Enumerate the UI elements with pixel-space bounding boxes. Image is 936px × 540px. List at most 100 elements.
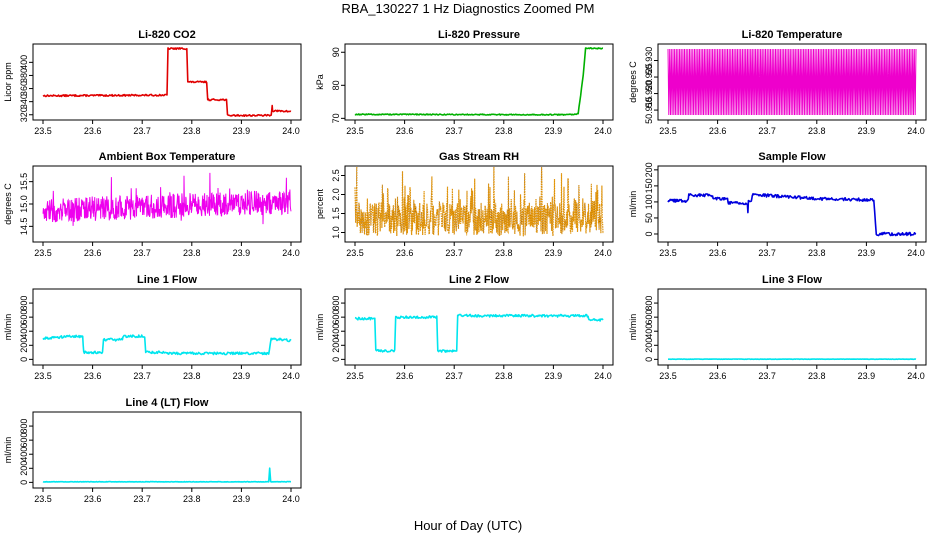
y-axis-label: ml/min	[3, 437, 13, 464]
data-series-line	[354, 313, 604, 353]
x-tick-label: 23.5	[346, 371, 364, 381]
x-tick-label: 24.0	[907, 248, 925, 258]
y-tick-label: 380	[19, 68, 29, 83]
x-tick-label: 24.0	[594, 371, 612, 381]
x-tick-label: 24.0	[594, 248, 612, 258]
y-tick-label: 800	[644, 296, 654, 311]
panel-title: Ambient Box Temperature	[99, 151, 236, 163]
y-tick-label: 1.0	[331, 226, 341, 239]
panel-8: Line 2 Flow 23.5 23.6 23.7 23.8 23.9 24.0 0 2004…	[315, 274, 614, 381]
y-tick-label: 200	[331, 338, 341, 353]
y-axis-label: ml/min	[3, 314, 13, 341]
x-tick-label: 23.6	[84, 371, 102, 381]
y-axis-label: ml/min	[628, 191, 638, 218]
data-series-points	[354, 167, 604, 237]
x-tick-label: 24.0	[282, 126, 300, 136]
y-tick-label: 400	[331, 324, 341, 339]
panel-9: Line 3 Flow 23.5 23.6 23.7 23.8 23.9 24.0 0 2004…	[628, 274, 927, 381]
x-tick-label: 23.6	[709, 371, 727, 381]
x-tick-label: 23.7	[445, 126, 463, 136]
data-series-line	[42, 334, 292, 356]
y-tick-label: 0	[19, 480, 29, 485]
plot-frame	[32, 411, 302, 489]
x-tick-label: 23.5	[346, 126, 364, 136]
plot-frame	[344, 288, 614, 366]
x-tick-label: 23.9	[858, 126, 876, 136]
y-tick-label: 14.5	[19, 218, 29, 236]
panel-7: Line 1 Flow 23.5 23.6 23.7 23.8 23.9 24.0 0 2004…	[3, 274, 302, 381]
x-tick-label: 23.5	[34, 248, 52, 258]
y-tick-label: 200	[19, 338, 29, 353]
panel-title: Line 1 Flow	[137, 274, 197, 286]
y-tick-label: 200	[644, 162, 654, 177]
panel-title: Gas Stream RH	[439, 151, 519, 163]
y-tick-label: 340	[19, 94, 29, 109]
y-tick-label: 400	[644, 324, 654, 339]
x-tick-label: 23.8	[495, 248, 513, 258]
series-group	[42, 467, 292, 483]
series-group	[42, 47, 292, 117]
x-tick-label: 24.0	[907, 371, 925, 381]
panel-3: Li-820 Temperature 23.5 23.6 23.7 23.8 23.9 24…	[628, 29, 927, 136]
series-group	[667, 48, 917, 116]
y-tick-label: 600	[644, 310, 654, 325]
x-tick-label: 23.8	[808, 248, 826, 258]
plot-frame	[657, 165, 927, 243]
y-tick-label: 150	[644, 178, 654, 193]
x-tick-label: 23.8	[808, 371, 826, 381]
x-tick-label: 23.9	[545, 126, 563, 136]
y-tick-label: 400	[19, 324, 29, 339]
y-tick-label: 360	[19, 81, 29, 96]
plot-frame	[657, 43, 927, 121]
y-tick-label: 70	[331, 113, 341, 123]
y-axis-label: Licor ppm	[3, 62, 13, 102]
data-series-line	[667, 48, 917, 116]
x-tick-label: 23.9	[233, 126, 251, 136]
x-tick-label: 23.7	[133, 248, 151, 258]
x-tick-label: 23.9	[858, 371, 876, 381]
panel-title: Line 3 Flow	[762, 274, 822, 286]
panel-10: Line 4 (LT) Flow 23.5 23.6 23.7 23.8 23.9 24.0…	[3, 397, 302, 504]
y-tick-label: 50	[644, 213, 654, 223]
x-tick-label: 23.6	[84, 494, 102, 504]
y-tick-label: 400	[19, 447, 29, 462]
panel-title: Li-820 CO2	[138, 29, 195, 41]
data-series-line	[42, 47, 292, 117]
y-tick-label: 15.5	[19, 173, 29, 191]
panel-4: Ambient Box Temperature 23.5 23.6 23.7 23.8 2…	[3, 151, 302, 258]
x-tick-label: 23.6	[84, 248, 102, 258]
panel-title: Line 4 (LT) Flow	[126, 397, 209, 409]
y-tick-label: 2.5	[331, 169, 341, 182]
y-tick-label: 800	[331, 296, 341, 311]
series-group	[667, 192, 917, 237]
series-group	[42, 334, 292, 356]
x-tick-label: 24.0	[594, 126, 612, 136]
y-tick-label: 80	[331, 80, 341, 90]
x-tick-label: 23.8	[808, 126, 826, 136]
x-tick-label: 23.5	[34, 494, 52, 504]
x-tick-label: 23.9	[858, 248, 876, 258]
x-tick-label: 23.5	[34, 371, 52, 381]
x-tick-label: 23.6	[84, 126, 102, 136]
panel-2: Li-820 Pressure 23.5 23.6 23.7 23.8 23.9 24.0 7…	[315, 29, 614, 136]
x-tick-label: 23.7	[133, 371, 151, 381]
x-tick-label: 24.0	[282, 371, 300, 381]
y-axis-label: kPa	[315, 74, 325, 90]
x-tick-label: 23.7	[133, 126, 151, 136]
y-axis-label: ml/min	[315, 314, 325, 341]
x-tick-label: 23.6	[396, 248, 414, 258]
series-group	[354, 313, 604, 353]
x-axis-caption: Hour of Day (UTC)	[413, 518, 523, 533]
x-tick-label: 23.8	[183, 248, 201, 258]
y-axis-label: ml/min	[628, 314, 638, 341]
x-tick-label: 23.6	[709, 248, 727, 258]
data-series-line	[354, 46, 604, 116]
y-tick-label: 200	[19, 461, 29, 476]
y-tick-label: 0	[331, 357, 341, 362]
plot-frame	[32, 288, 302, 366]
x-tick-label: 23.5	[346, 248, 364, 258]
x-tick-label: 23.7	[445, 371, 463, 381]
x-tick-label: 23.6	[709, 126, 727, 136]
x-tick-label: 23.7	[133, 494, 151, 504]
